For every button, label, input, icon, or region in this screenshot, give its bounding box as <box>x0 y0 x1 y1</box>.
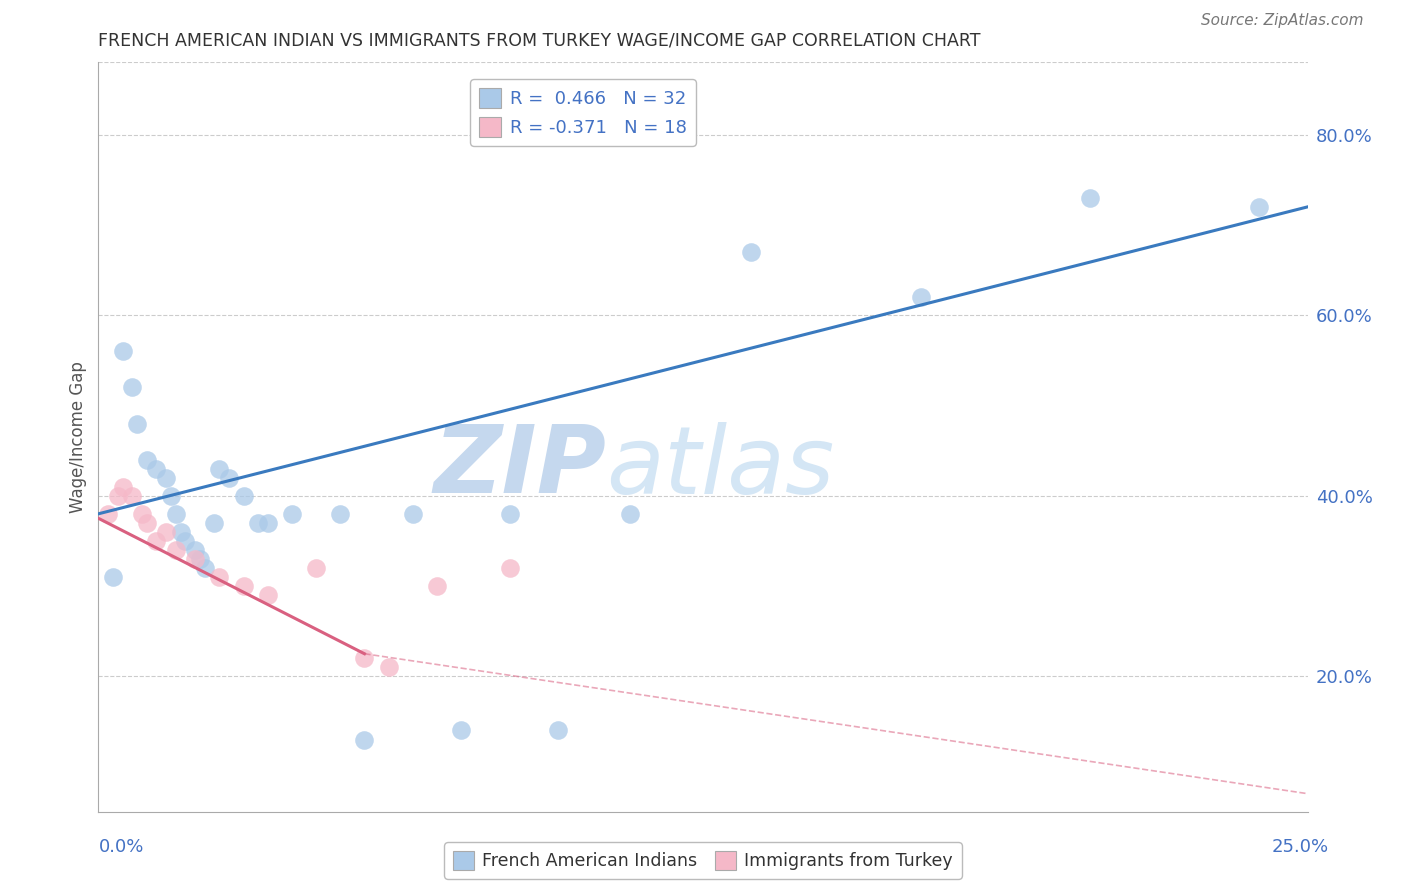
Point <box>121 489 143 503</box>
Point <box>204 516 226 530</box>
Point <box>1078 191 1101 205</box>
Point <box>121 380 143 394</box>
Point <box>145 461 167 475</box>
Legend: R =  0.466   N = 32, R = -0.371   N = 18: R = 0.466 N = 32, R = -0.371 N = 18 <box>470 79 696 145</box>
Point <box>194 561 217 575</box>
Point <box>377 660 399 674</box>
Point <box>188 552 211 566</box>
Point <box>247 516 270 530</box>
Point <box>97 507 120 521</box>
Point <box>145 533 167 548</box>
Point <box>498 561 520 575</box>
Point <box>281 507 304 521</box>
Point <box>101 570 124 584</box>
Point <box>169 524 191 539</box>
Point <box>450 723 472 738</box>
Point <box>165 543 187 558</box>
Point <box>155 524 177 539</box>
Point <box>135 452 157 467</box>
Point <box>498 507 520 521</box>
Point <box>329 507 352 521</box>
Point <box>135 516 157 530</box>
Point <box>426 579 449 593</box>
Point <box>353 732 375 747</box>
Point <box>184 543 207 558</box>
Point <box>256 516 278 530</box>
Point <box>232 579 254 593</box>
Point <box>208 461 231 475</box>
Point <box>184 552 207 566</box>
Point <box>160 489 183 503</box>
Text: 25.0%: 25.0% <box>1271 838 1329 855</box>
Point <box>111 480 134 494</box>
Point <box>232 489 254 503</box>
Legend: French American Indians, Immigrants from Turkey: French American Indians, Immigrants from… <box>444 842 962 879</box>
Point <box>1249 200 1271 214</box>
Point <box>910 290 932 304</box>
Text: FRENCH AMERICAN INDIAN VS IMMIGRANTS FROM TURKEY WAGE/INCOME GAP CORRELATION CHA: FRENCH AMERICAN INDIAN VS IMMIGRANTS FRO… <box>98 31 981 49</box>
Point <box>111 344 134 359</box>
Point <box>353 651 375 665</box>
Text: atlas: atlas <box>606 422 835 513</box>
Point <box>740 245 762 260</box>
Point <box>127 417 149 431</box>
Text: Source: ZipAtlas.com: Source: ZipAtlas.com <box>1201 13 1364 28</box>
Point <box>619 507 641 521</box>
Point <box>165 507 187 521</box>
Point <box>305 561 328 575</box>
Point <box>256 588 278 602</box>
Point <box>155 471 177 485</box>
Point <box>208 570 231 584</box>
Y-axis label: Wage/Income Gap: Wage/Income Gap <box>69 361 87 513</box>
Point <box>174 533 197 548</box>
Point <box>107 489 129 503</box>
Text: 0.0%: 0.0% <box>98 838 143 855</box>
Point <box>218 471 240 485</box>
Text: ZIP: ZIP <box>433 421 606 513</box>
Point <box>131 507 153 521</box>
Point <box>402 507 425 521</box>
Point <box>547 723 569 738</box>
